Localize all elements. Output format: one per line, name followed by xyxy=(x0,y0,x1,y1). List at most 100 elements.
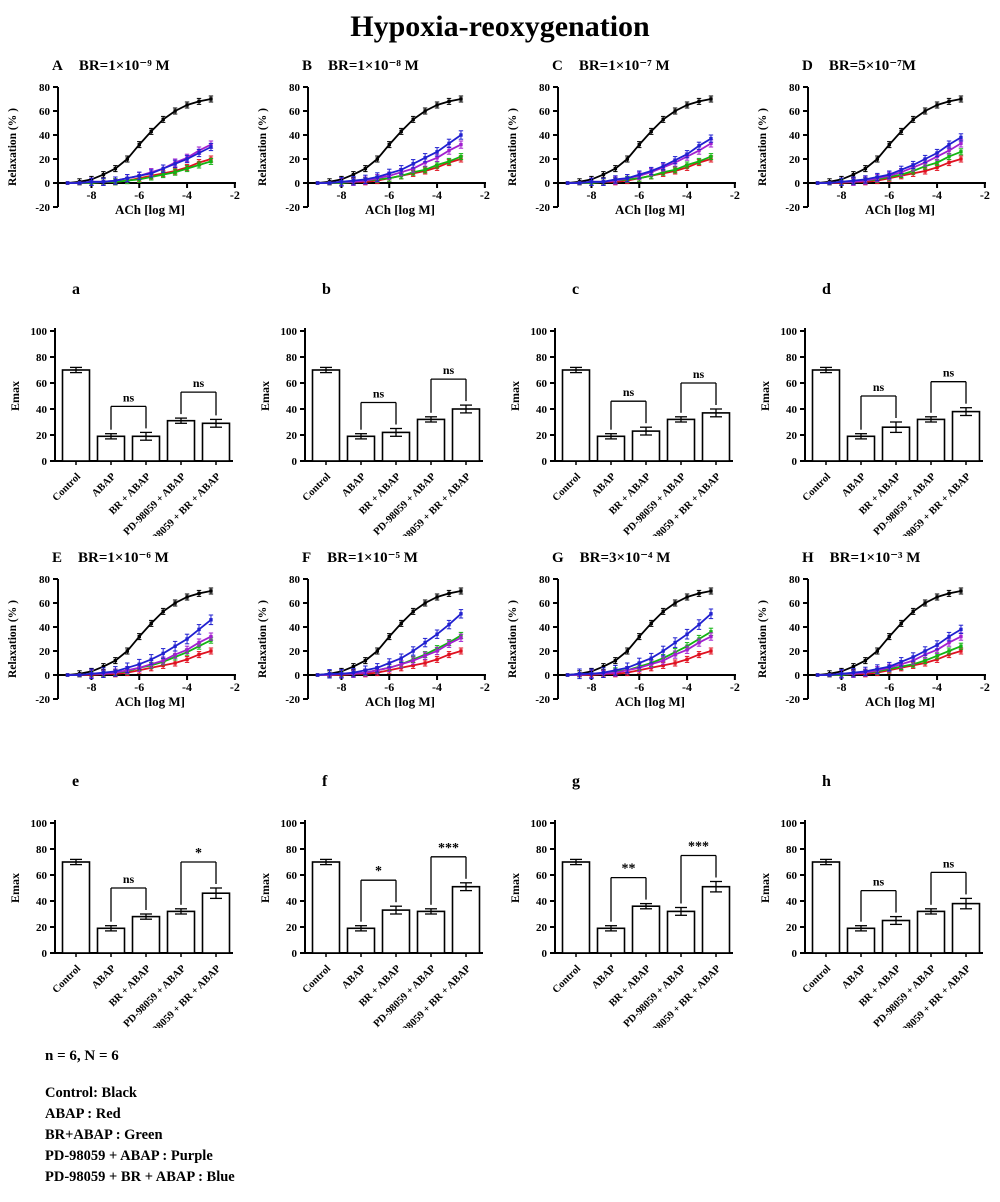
panel-D: D BR=5×10⁻⁷M -20 0 20 40 60 80 -8 -6 -4 -2 ACh [log… xyxy=(750,48,1000,235)
bar-chart-h: 0 20 40 60 80 100 Emax Control ABAP BR + ABAP PD-9… xyxy=(750,793,1000,1048)
svg-text:0: 0 xyxy=(45,178,51,190)
svg-text:-4: -4 xyxy=(182,188,192,202)
svg-text:100: 100 xyxy=(281,326,298,338)
bar-panel-row-2: e 0 20 40 60 80 100 Emax Control ABAP BR + ABAP PD… xyxy=(0,757,1000,1048)
svg-text:Control: Control xyxy=(801,471,833,503)
line-chart-C: -20 0 20 40 60 80 -8 -6 -4 -2 ACh [log M] Relaxatio… xyxy=(500,75,750,235)
svg-text:80: 80 xyxy=(36,844,48,856)
svg-text:-6: -6 xyxy=(384,188,394,202)
panel-letter: C xyxy=(552,58,563,74)
svg-text:ABAP: ABAP xyxy=(840,471,868,499)
panel-letter: b xyxy=(322,281,331,298)
svg-text:0: 0 xyxy=(292,456,298,468)
svg-text:20: 20 xyxy=(39,154,51,166)
svg-text:60: 60 xyxy=(536,870,548,882)
svg-text:ns: ns xyxy=(873,380,885,394)
svg-text:-6: -6 xyxy=(884,680,894,694)
svg-text:80: 80 xyxy=(539,574,551,586)
panel-a: a 0 20 40 60 80 100 Emax Control ABAP BR + ABAP PD… xyxy=(0,265,250,556)
svg-text:-20: -20 xyxy=(35,202,50,214)
panel-B-header: B BR=1×10⁻⁸ M xyxy=(302,56,500,75)
svg-text:20: 20 xyxy=(36,922,48,934)
svg-text:ACh [log M]: ACh [log M] xyxy=(115,202,185,217)
svg-text:ns: ns xyxy=(943,366,955,380)
svg-text:80: 80 xyxy=(539,82,551,94)
svg-text:*: * xyxy=(375,864,382,879)
svg-text:Emax: Emax xyxy=(8,381,22,411)
svg-text:ABAP: ABAP xyxy=(340,963,368,991)
panel-letter: c xyxy=(572,281,580,298)
svg-text:40: 40 xyxy=(39,622,51,634)
svg-text:100: 100 xyxy=(781,326,798,338)
svg-text:60: 60 xyxy=(36,378,48,390)
svg-text:ACh [log M]: ACh [log M] xyxy=(365,202,435,217)
svg-text:ns: ns xyxy=(443,363,455,377)
svg-text:40: 40 xyxy=(539,130,551,142)
svg-text:0: 0 xyxy=(792,948,798,960)
svg-text:40: 40 xyxy=(286,896,298,908)
sample-size-note: n = 6, N = 6 xyxy=(45,1048,119,1064)
svg-text:40: 40 xyxy=(786,404,798,416)
svg-text:ABAP: ABAP xyxy=(840,963,868,991)
svg-text:80: 80 xyxy=(789,82,801,94)
svg-text:Emax: Emax xyxy=(258,873,272,903)
svg-text:40: 40 xyxy=(289,622,301,634)
svg-text:100: 100 xyxy=(781,818,798,830)
svg-text:0: 0 xyxy=(42,948,48,960)
line-chart-svg-C: -20 0 20 40 60 80 -8 -6 -4 -2 ACh [log M] Relaxatio… xyxy=(507,82,740,217)
panel-B: B BR=1×10⁻⁸ M -20 0 20 40 60 80 -8 -6 -4 -2 ACh [lo… xyxy=(250,48,500,235)
svg-text:-8: -8 xyxy=(86,680,96,694)
svg-text:-2: -2 xyxy=(730,680,740,694)
panel-G-header: G BR=3×10⁻⁴ M xyxy=(552,548,750,567)
panel-D-header: D BR=5×10⁻⁷M xyxy=(802,56,1000,75)
svg-text:-4: -4 xyxy=(682,680,692,694)
panel-H: H BR=1×10⁻³ M -20 0 20 40 60 80 -8 -6 -4 -2 ACh [lo… xyxy=(750,540,1000,727)
svg-text:*: * xyxy=(195,846,202,861)
svg-text:Emax: Emax xyxy=(258,381,272,411)
svg-text:**: ** xyxy=(622,862,636,877)
panel-E-header: E BR=1×10⁻⁶ M xyxy=(52,548,250,567)
line-chart-svg-E: -20 0 20 40 60 80 -8 -6 -4 -2 ACh [log M] Relaxatio… xyxy=(7,574,240,709)
panel-e: e 0 20 40 60 80 100 Emax Control ABAP BR + ABAP PD… xyxy=(0,757,250,1048)
svg-text:Control: Control xyxy=(801,963,833,995)
svg-text:60: 60 xyxy=(289,598,301,610)
svg-text:PD-98059 + ABAP: PD-98059 + ABAP xyxy=(872,963,939,1028)
panel-letter: G xyxy=(552,550,564,566)
svg-text:ABAP: ABAP xyxy=(90,471,118,499)
panel-c: c 0 20 40 60 80 100 Emax Control ABAP BR + ABAP PD… xyxy=(500,265,750,556)
svg-text:-6: -6 xyxy=(134,680,144,694)
bar-chart-d: 0 20 40 60 80 100 Emax Control ABAP BR + ABAP PD-9… xyxy=(750,301,1000,556)
svg-text:20: 20 xyxy=(789,646,801,658)
svg-text:Emax: Emax xyxy=(758,381,772,411)
line-chart-A: -20 0 20 40 60 80 -8 -6 -4 -2 ACh [log M] Relaxatio… xyxy=(0,75,250,235)
svg-text:40: 40 xyxy=(539,622,551,634)
svg-text:0: 0 xyxy=(795,670,801,682)
svg-text:80: 80 xyxy=(289,82,301,94)
svg-text:-20: -20 xyxy=(785,694,800,706)
line-chart-E: -20 0 20 40 60 80 -8 -6 -4 -2 ACh [log M] Relaxatio… xyxy=(0,567,250,727)
bar-panel-row-1: a 0 20 40 60 80 100 Emax Control ABAP BR + ABAP PD… xyxy=(0,265,1000,556)
svg-text:-8: -8 xyxy=(836,680,846,694)
svg-text:20: 20 xyxy=(289,154,301,166)
svg-text:-8: -8 xyxy=(336,680,346,694)
panel-letter: E xyxy=(52,550,63,566)
svg-text:ACh [log M]: ACh [log M] xyxy=(865,202,935,217)
panel-letter: B xyxy=(302,58,313,74)
svg-text:Relaxation (% ): Relaxation (% ) xyxy=(7,600,19,678)
svg-text:Emax: Emax xyxy=(508,381,522,411)
svg-text:20: 20 xyxy=(286,922,298,934)
svg-text:0: 0 xyxy=(295,670,301,682)
panel-letter: f xyxy=(322,773,328,790)
svg-text:-6: -6 xyxy=(134,188,144,202)
svg-text:40: 40 xyxy=(39,130,51,142)
svg-text:PD-98059 + ABAP: PD-98059 + ABAP xyxy=(122,963,189,1028)
legend-line-pd-br-abap: PD-98059 + BR + ABAP : Blue xyxy=(45,1169,235,1186)
svg-text:40: 40 xyxy=(36,404,48,416)
svg-text:0: 0 xyxy=(542,948,548,960)
line-chart-svg-D: -20 0 20 40 60 80 -8 -6 -4 -2 ACh [log M] Relaxatio… xyxy=(757,82,990,217)
svg-text:-2: -2 xyxy=(980,680,990,694)
svg-text:ns: ns xyxy=(123,872,135,886)
